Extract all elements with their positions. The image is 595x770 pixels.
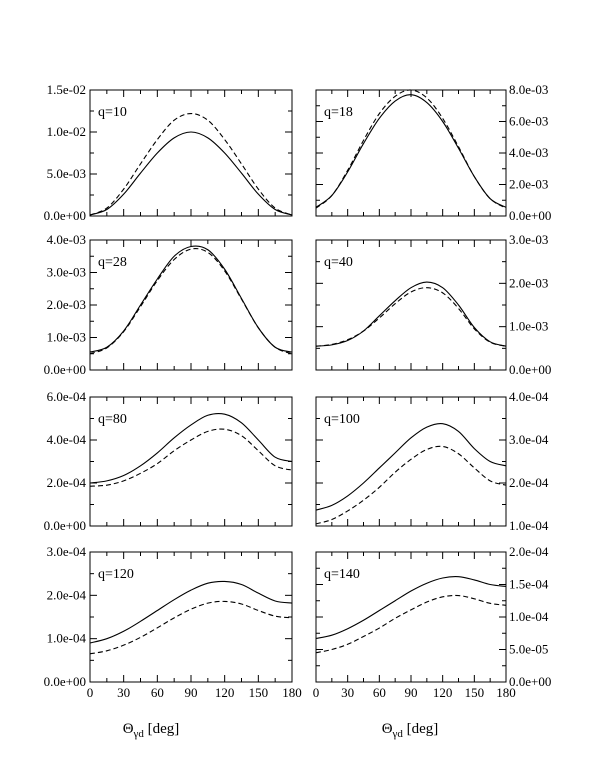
x-tick-label: 30 — [117, 685, 130, 700]
dashed-curve — [89, 600, 293, 655]
y-tick-label: 8.0e-03 — [509, 82, 548, 97]
y-tick-label: 5.0e-05 — [509, 642, 548, 657]
x-tick-label: 150 — [249, 685, 269, 700]
y-tick-label: 2.0e-03 — [509, 275, 548, 290]
panel-label: q=28 — [98, 255, 127, 270]
y-tick-label: 1.5e-02 — [47, 82, 86, 97]
x-axis-title-right: Θγd [deg] — [382, 721, 439, 740]
y-tick-label: 3.0e-04 — [509, 432, 549, 447]
x-tick-label: 180 — [496, 685, 516, 700]
y-tick-label: 0.0e+00 — [44, 362, 86, 377]
dashed-curve — [315, 445, 507, 525]
solid-curve — [89, 580, 293, 644]
dashed-curve — [89, 428, 293, 487]
y-tick-label: 0.0e+00 — [509, 208, 551, 223]
panel-q-10: 0.0e+00 5.0e-03 1.0e-02 1.5e-02 q=10 — [44, 82, 293, 223]
dashed-curve — [315, 594, 507, 654]
y-tick-label: 2.0e-03 — [509, 177, 548, 192]
panel-q-100: 1.0e-04 2.0e-04 3.0e-04 4.0e-04 q=100 — [315, 389, 549, 533]
y-tick-label: 6.0e-03 — [509, 114, 548, 129]
dashed-curve — [89, 248, 293, 355]
panel-q-40: 0.0e+00 1.0e-03 2.0e-03 3.0e-03 q=40 — [315, 232, 551, 377]
y-tick-label: 2.0e-04 — [47, 475, 87, 490]
y-tick-label: 1.0e-03 — [47, 330, 86, 345]
x-tick-label: 60 — [151, 685, 164, 700]
panel-label: q=120 — [98, 567, 134, 582]
y-tick-label: 2.0e-04 — [509, 544, 549, 559]
x-axis-title-subscript: γd — [392, 728, 404, 740]
x-tick-label: 120 — [215, 685, 235, 700]
x-tick-label: 180 — [282, 685, 302, 700]
y-tick-label: 1.5e-04 — [509, 577, 549, 592]
x-tick-label: 0 — [313, 685, 320, 700]
solid-curve — [89, 412, 293, 484]
y-tick-label: 0.0e+00 — [509, 362, 551, 377]
panel-label: q=100 — [324, 412, 360, 427]
x-tick-label: 150 — [465, 685, 485, 700]
y-tick-label: 3.0e-04 — [47, 544, 87, 559]
solid-curve — [315, 576, 507, 639]
y-tick-label: 6.0e-04 — [47, 389, 87, 404]
y-tick-label: 4.0e-04 — [47, 432, 87, 447]
x-axis-title-unit: [deg] — [403, 721, 438, 737]
panel-q-18: 0.0e+00 2.0e-03 4.0e-03 6.0e-03 8.0e-03 q=18 — [315, 82, 551, 223]
panel-q-28: 0.0e+00 1.0e-03 2.0e-03 3.0e-03 4.0e-03 q=28 — [44, 232, 293, 377]
x-tick-label: 90 — [405, 685, 418, 700]
y-tick-label: 3.0e-03 — [509, 232, 548, 247]
panel-label: q=18 — [324, 105, 353, 120]
y-tick-label: 1.0e-04 — [509, 518, 549, 533]
panel-q-80: 0.0e+00 2.0e-04 4.0e-04 6.0e-04 q=80 — [44, 389, 293, 533]
x-tick-label: 0 — [87, 685, 94, 700]
y-tick-label: 1.0e-03 — [509, 319, 548, 334]
solid-curve — [315, 281, 507, 347]
x-axis-title-symbol: Θ — [382, 721, 393, 737]
y-tick-label: 0.0e+00 — [44, 674, 86, 689]
panel-label: q=80 — [98, 412, 127, 427]
y-tick-label: 3.0e-03 — [47, 265, 86, 280]
y-tick-label: 0.0e+00 — [44, 208, 86, 223]
y-tick-label: 2.0e-04 — [47, 587, 87, 602]
dashed-curve — [315, 89, 507, 209]
panel-q-120: 0.0e+00 1.0e-04 2.0e-04 3.0e-04 0 30 60 90 120 15… — [44, 544, 302, 700]
dashed-curve — [315, 287, 507, 347]
x-tick-label: 120 — [433, 685, 453, 700]
panel-q-140: 0.0e+00 5.0e-05 1.0e-04 1.5e-04 2.0e-04 0 30 60… — [313, 544, 552, 700]
y-tick-label: 4.0e-03 — [509, 145, 548, 160]
y-tick-label: 1.0e-02 — [47, 124, 86, 139]
x-tick-label: 30 — [341, 685, 354, 700]
dashed-curve — [89, 112, 293, 216]
y-tick-label: 0.0e+00 — [44, 518, 86, 533]
x-tick-label: 90 — [185, 685, 198, 700]
y-tick-label: 5.0e-03 — [47, 166, 86, 181]
y-tick-label: 4.0e-04 — [509, 389, 549, 404]
solid-curve — [315, 422, 507, 511]
solid-curve — [89, 131, 293, 216]
panel-grid: 0.0e+00 5.0e-03 1.0e-02 1.5e-02 q=10 0.0e+00 2… — [44, 82, 552, 700]
panel-label: q=140 — [324, 567, 360, 582]
x-axis-title-symbol: Θ — [123, 721, 134, 737]
x-axis-title-left: Θγd [deg] — [123, 721, 180, 740]
y-tick-label: 2.0e-03 — [47, 297, 86, 312]
y-tick-label: 1.0e-04 — [509, 609, 549, 624]
y-tick-label: 1.0e-04 — [47, 631, 87, 646]
panel-label: q=40 — [324, 255, 353, 270]
y-tick-label: 2.0e-04 — [509, 475, 549, 490]
panel-label: q=10 — [98, 105, 127, 120]
y-tick-label: 4.0e-03 — [47, 232, 86, 247]
x-axis-title-unit: [deg] — [144, 721, 179, 737]
x-tick-label: 60 — [373, 685, 386, 700]
y-tick-label: 0.0e+00 — [509, 674, 551, 689]
x-axis-title-subscript: γd — [133, 728, 145, 740]
